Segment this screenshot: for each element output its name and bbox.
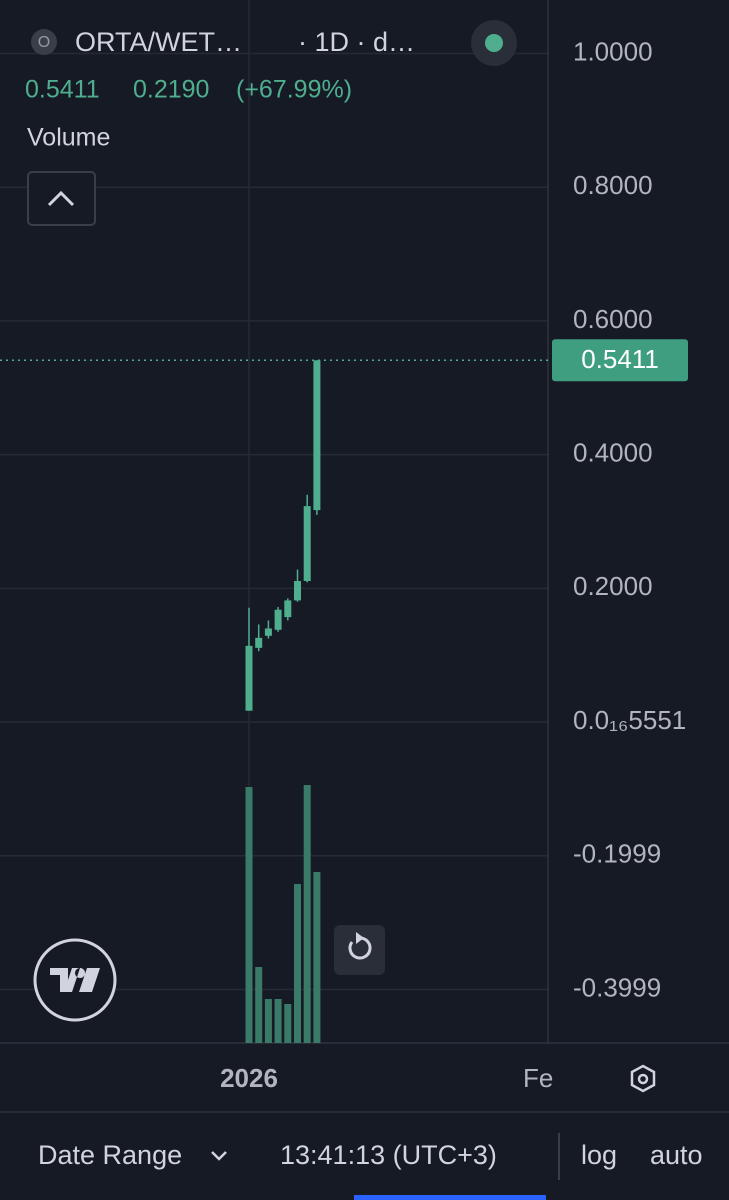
- y-tick-label: 0.0₁₆5551: [573, 705, 686, 735]
- candle-body: [294, 581, 301, 601]
- date-range[interactable]: Date Range: [38, 1140, 182, 1170]
- volume-bar: [313, 872, 321, 1043]
- y-tick-label: 0.6000: [573, 304, 653, 334]
- volume-bar: [284, 1004, 292, 1043]
- settings-icon[interactable]: [630, 1064, 656, 1093]
- candle-body: [284, 600, 292, 618]
- active-indicator: [354, 1195, 546, 1200]
- volume-bar: [255, 967, 263, 1043]
- x-tick-label: Fe: [523, 1063, 553, 1093]
- candle-body: [255, 637, 263, 648]
- change-percent: (+67.99%): [236, 76, 352, 104]
- marks: [0, 359, 548, 1043]
- candle-body: [245, 645, 253, 711]
- symbol[interactable]: ORTA/WET…: [75, 27, 242, 57]
- volume-bar: [245, 787, 253, 1043]
- symbol-icon-text: O: [38, 34, 50, 51]
- date-range-chevron: [211, 1151, 227, 1161]
- y-tick-label: 0.4000: [573, 438, 653, 468]
- candle-body: [303, 506, 311, 582]
- symbol-icon: [31, 29, 57, 55]
- y-tick-label: -0.1999: [573, 839, 661, 869]
- y-tick-label: 1.0000: [573, 36, 653, 66]
- chevron-icon: [47, 190, 75, 207]
- candle-body: [313, 360, 321, 511]
- candle-body: [264, 628, 272, 636]
- volume-bar: [264, 999, 272, 1043]
- x-tick-label: 2026: [220, 1063, 278, 1093]
- last-price-tag-label: 0.5411: [581, 344, 659, 374]
- candle-body: [274, 609, 282, 630]
- y-tick-label: 0.8000: [573, 170, 653, 200]
- reset-arrow: [356, 932, 364, 944]
- log-toggle[interactable]: log: [581, 1140, 617, 1170]
- volume-label: Volume: [27, 124, 110, 152]
- status-dot: [485, 34, 503, 52]
- interval[interactable]: · 1D · d…: [298, 27, 415, 57]
- y-tick-label: 0.2000: [573, 571, 653, 601]
- volume-bar: [303, 785, 311, 1043]
- logo-mark: [50, 968, 100, 992]
- settings-icon-center: [637, 1073, 649, 1085]
- last-price-tag: [552, 339, 688, 382]
- reset-icon: [348, 936, 372, 960]
- collapse-button[interactable]: [27, 171, 96, 226]
- clock[interactable]: 13:41:13 (UTC+3): [280, 1140, 497, 1170]
- change: 0.2190: [133, 76, 209, 104]
- auto-toggle[interactable]: auto: [650, 1140, 703, 1170]
- volume-bar: [274, 999, 282, 1043]
- reset-button[interactable]: [334, 925, 385, 975]
- last-price: 0.5411: [25, 76, 100, 104]
- volume-bar: [294, 884, 301, 1043]
- time-axis: 2026 Fe: [220, 1063, 553, 1093]
- y-tick-label: -0.3999: [573, 972, 661, 1002]
